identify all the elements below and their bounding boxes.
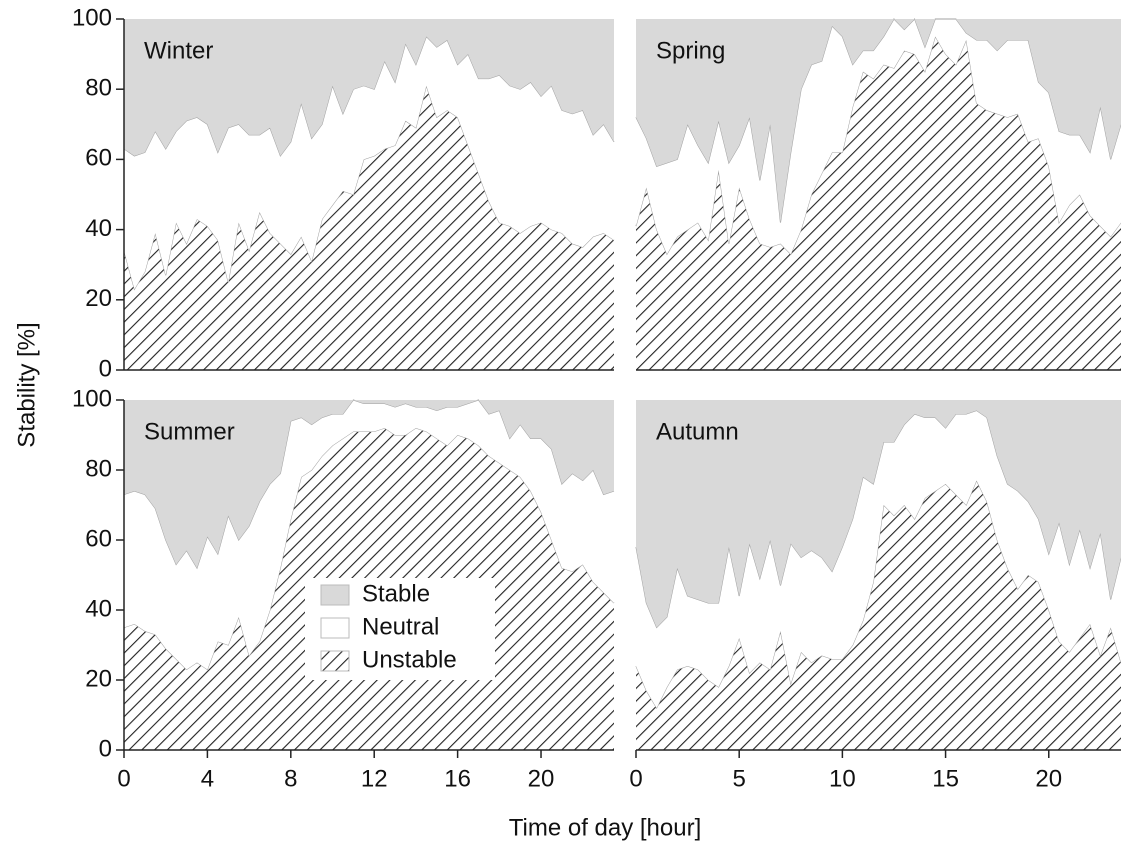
legend-swatch	[320, 650, 350, 672]
x-tick-label: 5	[733, 765, 746, 792]
y-tick-label: 20	[85, 665, 112, 692]
y-tick-label: 0	[99, 355, 112, 382]
area	[124, 400, 614, 568]
area	[124, 36, 614, 290]
y-tick-label: 100	[72, 385, 112, 412]
x-tick-label: 4	[201, 765, 214, 792]
legend-swatch	[320, 617, 350, 639]
legend-label: Stable	[362, 580, 430, 607]
x-tick-label: 0	[629, 765, 642, 792]
y-tick-label: 60	[85, 145, 112, 172]
y-tick-label: 40	[85, 595, 112, 622]
panel-title: Autumn	[656, 418, 739, 445]
y-axis-label: Stability [%]	[13, 322, 40, 447]
legend-label: Neutral	[362, 613, 439, 640]
y-tick-label: 60	[85, 525, 112, 552]
x-tick-label: 20	[528, 765, 555, 792]
y-tick-label: 80	[85, 455, 112, 482]
x-tick-label: 10	[829, 765, 856, 792]
legend-swatch	[320, 584, 350, 606]
x-tick-label: 0	[117, 765, 130, 792]
area	[124, 400, 614, 670]
area	[636, 19, 1121, 255]
area	[636, 400, 1121, 628]
y-tick-label: 40	[85, 215, 112, 242]
area	[636, 36, 1121, 371]
x-tick-label: 8	[284, 765, 297, 792]
x-axis-label: Time of day [hour]	[509, 814, 702, 841]
panel-title: Summer	[144, 418, 235, 445]
x-tick-label: 15	[932, 765, 959, 792]
y-tick-label: 20	[85, 285, 112, 312]
area	[124, 85, 614, 370]
y-tick-label: 100	[72, 4, 112, 31]
x-tick-label: 12	[361, 765, 388, 792]
area	[636, 19, 1121, 223]
y-tick-label: 0	[99, 735, 112, 762]
y-tick-label: 80	[85, 75, 112, 102]
panel-title: Winter	[144, 37, 213, 64]
area	[636, 410, 1121, 708]
x-tick-label: 20	[1035, 765, 1062, 792]
x-tick-label: 16	[444, 765, 471, 792]
area	[124, 19, 614, 156]
legend-label: Unstable	[362, 646, 457, 673]
panel-title: Spring	[656, 37, 725, 64]
